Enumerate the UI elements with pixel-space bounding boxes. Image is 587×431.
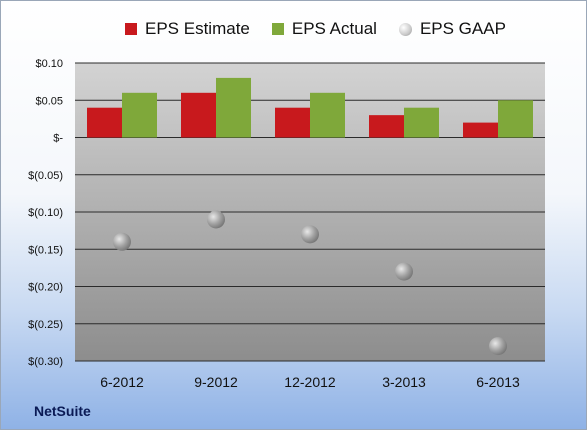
legend-item-actual: EPS Actual	[271, 19, 377, 39]
legend-label-estimate: EPS Estimate	[145, 19, 250, 38]
x-tick-label: 9-2012	[194, 374, 238, 390]
y-tick-label: $0.10	[35, 58, 63, 70]
y-tick-label: $(0.05)	[28, 170, 63, 182]
legend-swatch-gaap	[398, 22, 412, 36]
legend-swatch-estimate	[125, 23, 137, 35]
y-tick-label: $(0.25)	[28, 319, 63, 331]
legend-label-actual: EPS Actual	[291, 19, 377, 38]
bar-eps-actual	[310, 92, 345, 138]
point-eps-gaap	[395, 262, 413, 281]
brand-label: NetSuite	[34, 403, 91, 419]
legend-swatch-actual	[271, 23, 284, 35]
bar-eps-estimate	[463, 122, 498, 138]
bar-eps-estimate	[275, 107, 310, 138]
bar-eps-estimate	[369, 115, 404, 138]
bar-eps-actual	[404, 107, 439, 138]
y-tick-label: $(0.10)	[28, 207, 63, 219]
legend-label-gaap: EPS GAAP	[419, 19, 506, 38]
point-eps-gaap	[207, 210, 225, 229]
bar-eps-actual	[122, 92, 157, 138]
x-tick-label: 3-2013	[382, 374, 426, 390]
y-tick-label: $(0.30)	[28, 356, 63, 368]
point-eps-gaap	[489, 337, 507, 356]
y-tick-label: $0.05	[35, 95, 63, 107]
legend-item-estimate: EPS Estimate	[125, 19, 250, 39]
y-tick-label: $-	[53, 133, 63, 145]
y-tick-label: $(0.15)	[28, 244, 63, 256]
bar-eps-actual	[216, 77, 251, 138]
x-tick-label: 6-2012	[100, 374, 144, 390]
bar-eps-actual	[498, 100, 533, 138]
bar-eps-estimate	[181, 92, 216, 138]
y-tick-label: $(0.20)	[28, 282, 63, 294]
legend: EPS Estimate EPS Actual EPS GAAP	[125, 18, 528, 40]
x-tick-label: 6-2013	[476, 374, 520, 390]
bar-eps-estimate	[87, 107, 122, 138]
legend-item-gaap: EPS GAAP	[398, 19, 506, 39]
point-eps-gaap	[113, 232, 131, 251]
point-eps-gaap	[301, 225, 319, 244]
x-tick-label: 12-2012	[284, 374, 336, 390]
